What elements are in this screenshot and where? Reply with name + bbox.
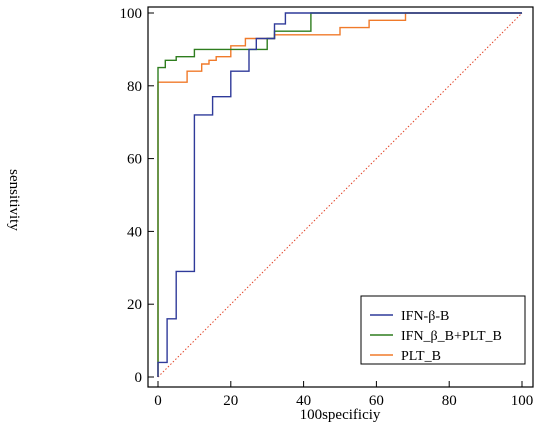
x-tick-label: 100: [511, 393, 534, 409]
x-tick-label: 20: [223, 393, 238, 409]
y-tick-label: 0: [135, 370, 143, 386]
series-line-0: [157, 12, 522, 377]
x-tick-label: 60: [369, 393, 384, 409]
x-tick-label: 80: [442, 393, 457, 409]
y-tick-label: 80: [127, 79, 142, 95]
x-axis-title: 100specificiy: [300, 407, 381, 423]
x-tick-label: 0: [154, 393, 162, 409]
series-line-2: [157, 12, 522, 377]
y-tick-label: 60: [127, 152, 142, 168]
legend-label: PLT_B: [401, 349, 441, 364]
legend-label: IFN_β_B+PLT_B: [401, 329, 502, 344]
y-tick-label: 20: [127, 297, 142, 313]
axis-ticks: [148, 12, 523, 387]
x-tick-label: 40: [296, 393, 311, 409]
legend-label: IFN-β-B: [401, 309, 449, 324]
legend-box: [360, 295, 526, 365]
series-line-1: [157, 12, 522, 377]
series-layer: [157, 12, 522, 377]
plot-frame: [147, 6, 534, 388]
tick-labels: 0 20 40 60 80 100 0 20 40 60 80 100: [120, 6, 534, 409]
y-tick-label: 100: [120, 6, 143, 22]
y-axis-title: sensitivity: [6, 169, 22, 231]
y-tick-label: 40: [127, 224, 142, 240]
legend: IFN-β-B IFN_β_B+PLT_B PLT_B: [360, 295, 526, 365]
